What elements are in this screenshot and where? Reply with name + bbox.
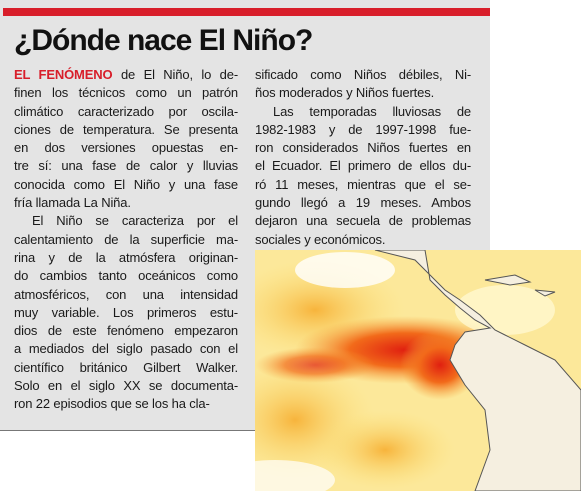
text-line: a mediados del siglo pasado con el: [14, 341, 238, 357]
lead-text: EL FENÓMENO: [14, 67, 113, 82]
text-line: atmosféricos, con una intensidad: [14, 286, 238, 302]
text-line: dejaron una secuela de problemas: [255, 213, 471, 229]
map-image: [255, 250, 581, 491]
text-line: el Ecuador. El primero de ellos du-: [255, 158, 471, 174]
red-bar: [3, 8, 490, 16]
text-line: ciones de temperatura. Se presenta: [14, 121, 238, 137]
text-line: EL FENÓMENO de El Niño, lo de-: [14, 66, 238, 84]
text-line: ron 22 episodios que se los ha cla-: [14, 396, 210, 412]
text-line: en dos versiones opuestas en-: [14, 140, 238, 156]
text-line: ños moderados y Niños fuertes.: [255, 85, 435, 101]
text-line: dios de este fenómeno empezaron: [14, 323, 238, 339]
text-line: tre sí: una fase de calor y lluvias: [14, 158, 238, 174]
text-line: fría llamada La Niña.: [14, 195, 131, 211]
text-line: 1982-1983 y de 1997-1998 fue-: [255, 121, 471, 137]
text-line: Las temporadas lluviosas de: [273, 103, 471, 119]
text-fragment: de El Niño, lo de-: [112, 67, 239, 82]
column: sificado como Niños débiles, Ni-ños mode…: [255, 66, 471, 249]
text-line: científico británico Gilbert Walker.: [14, 359, 238, 375]
title: ¿Dónde nace El Niño?: [14, 24, 313, 57]
text-line: gundo llegó a 19 meses. Ambos: [255, 195, 471, 211]
text-line: do cambios tanto oceánicos como: [14, 268, 238, 284]
text-line: ron considerados Niños fuertes en: [255, 140, 471, 156]
text-line: sificado como Niños débiles, Ni-: [255, 67, 471, 82]
text-line: rina y de la atmósfera originan-: [14, 249, 238, 265]
text-line: El Niño se caracteriza por el: [32, 213, 238, 229]
text-line: calentamiento de la superficie ma-: [14, 231, 238, 247]
column: EL FENÓMENO de El Niño, lo de-finen los …: [14, 66, 238, 414]
text-line: ró 11 meses, mientras que el se-: [255, 176, 471, 192]
text-line: sociales y económicos.: [255, 231, 386, 247]
text-line: finen los técnicos como un patrón: [14, 85, 238, 101]
text-line: climático caracterizado por oscila-: [14, 103, 238, 119]
text-line: Solo en el siglo XX se documenta-: [14, 378, 238, 394]
text-line: muy variable. Los primeros estu-: [14, 304, 238, 320]
text-line: conocida como El Niño y una fase: [14, 176, 238, 192]
